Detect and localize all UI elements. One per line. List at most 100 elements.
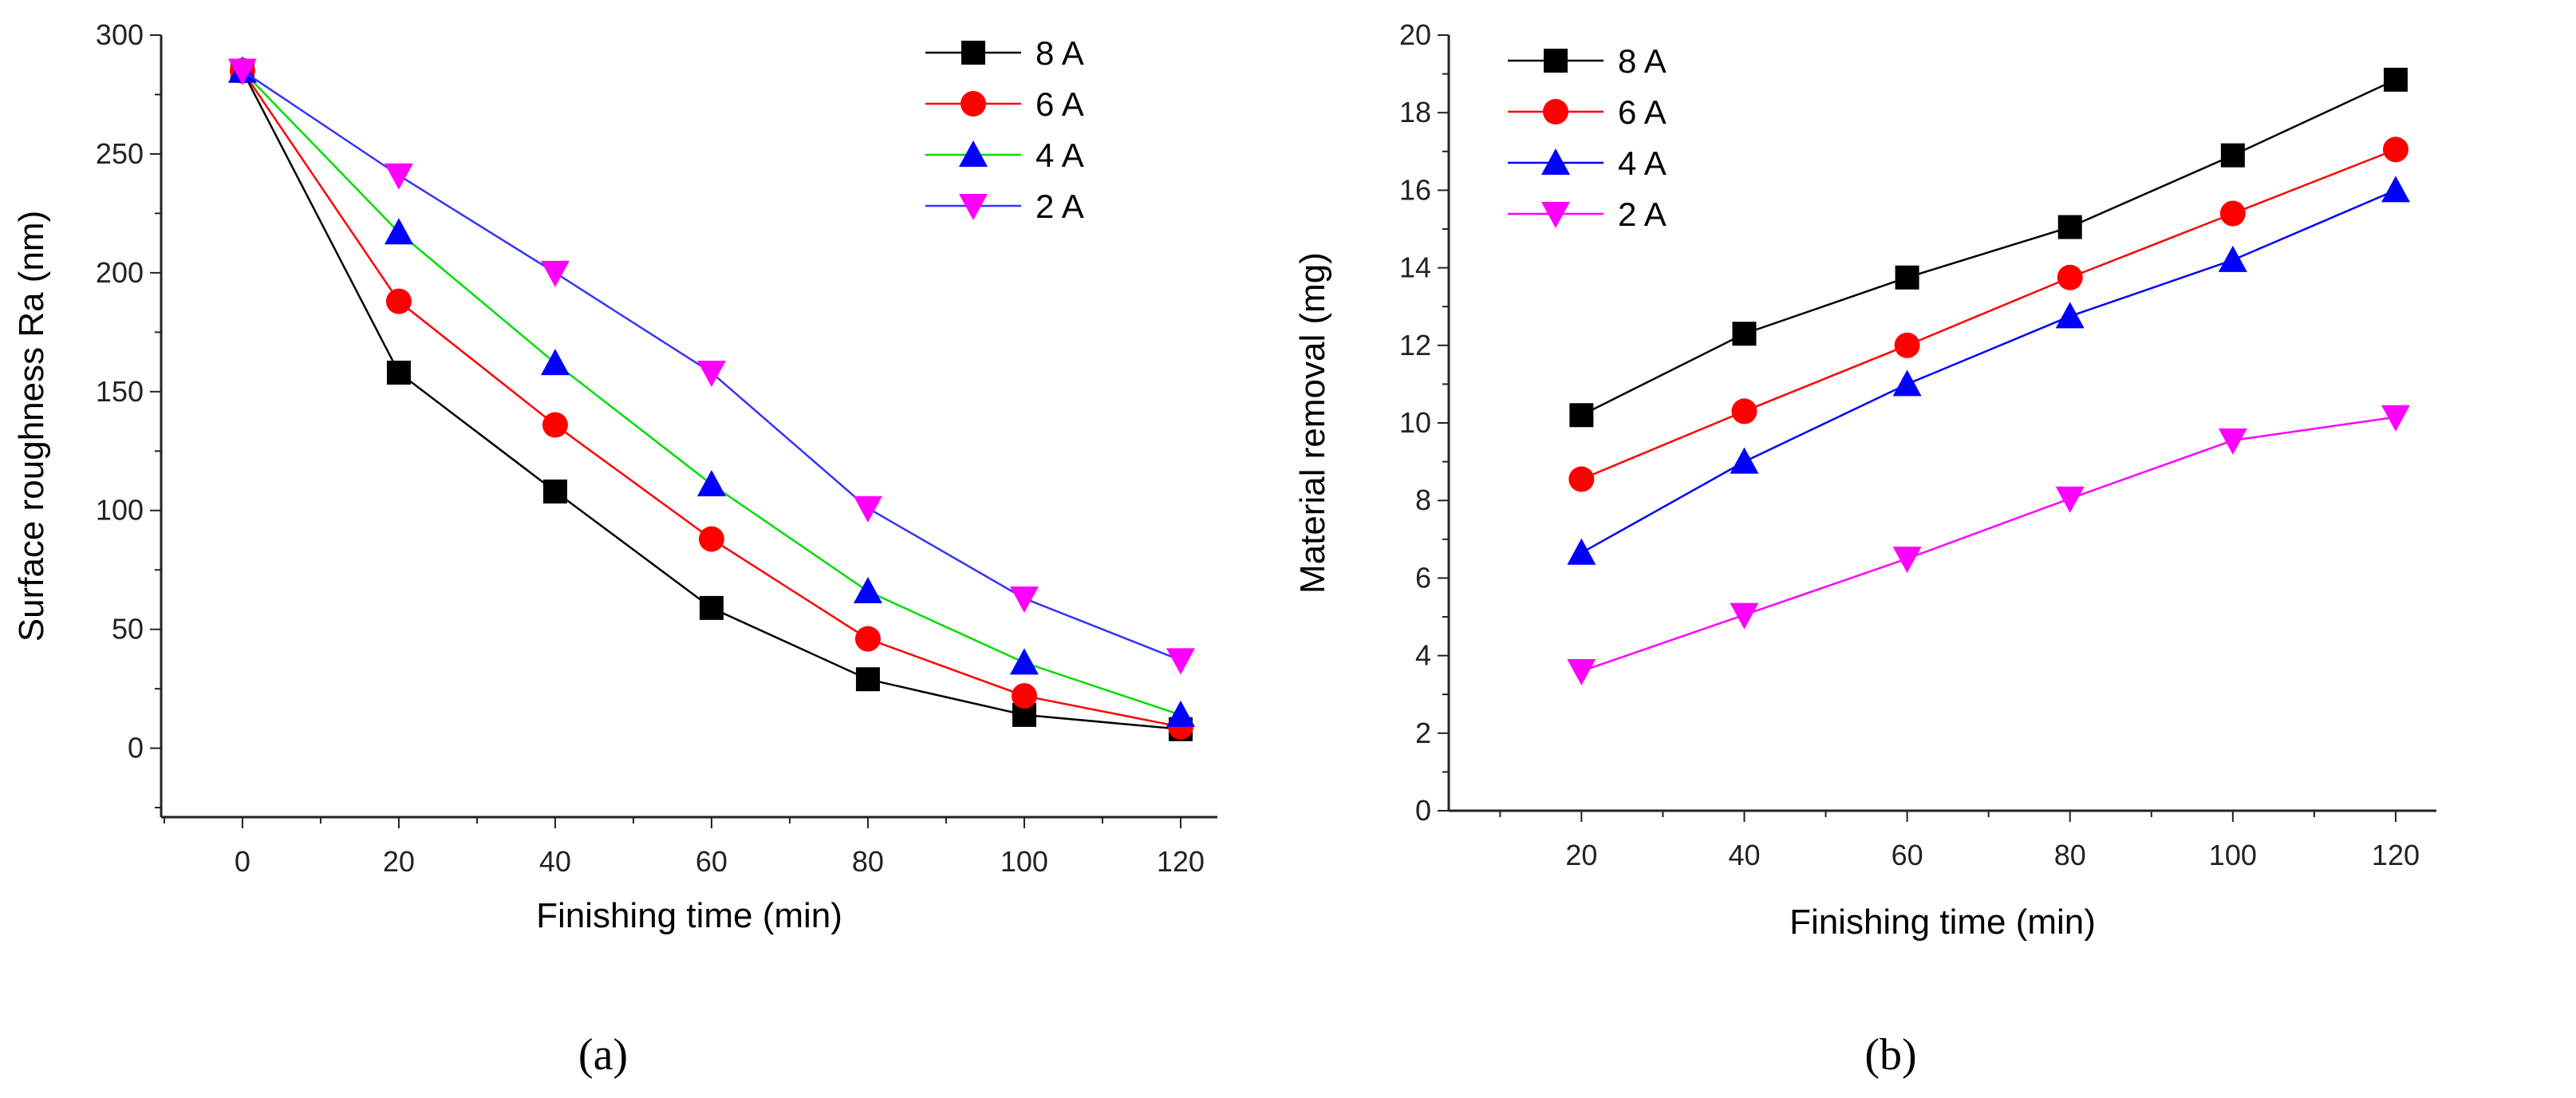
y-tick-label: 16 [1399,173,1431,206]
data-point [2218,245,2247,272]
y-tick-label: 12 [1399,329,1431,361]
data-point [1894,332,1920,358]
data-point [696,360,726,387]
data-point [2055,302,2085,329]
x-tick-label: 20 [1565,839,1597,871]
x-tick-label: 40 [1728,839,1760,871]
legend-marker [1544,49,1568,73]
y-tick-label: 0 [1415,794,1431,827]
series-line [1580,78,2397,417]
panel-caption: (a) [578,1030,628,1080]
data-point [853,496,882,523]
data-point [1731,398,1757,425]
legend-marker [961,91,986,117]
data-point [2220,143,2245,168]
legend-marker [1541,148,1570,175]
legend-entry: 8 A [925,34,1084,72]
legend-label: 2 A [1618,196,1667,233]
series-4a [1567,176,2410,565]
data-point [542,479,567,504]
x-tick-label: 100 [1000,845,1048,878]
x-tick-label: 40 [539,845,571,878]
legend-label: 6 A [1036,85,1084,123]
chart-panel-b: 20 40 60 80 100 120 0 2 4 6 8 10 12 14 16 18 20 Finishing… [1293,18,2436,1080]
data-point [1732,322,1757,346]
x-tick-label: 60 [1892,839,1923,871]
data-point [386,360,411,385]
data-point [542,412,568,438]
legend-label: 8 A [1036,34,1084,72]
y-tick-label: 200 [96,256,144,289]
legend-label: 6 A [1618,93,1667,131]
data-point [1567,538,1596,565]
data-point [1009,586,1039,613]
data-point [855,667,880,692]
y-tick-label: 18 [1399,96,1431,128]
y-tick-label: 20 [1399,18,1431,51]
y-axis-label: Material removal (mg) [1293,252,1332,594]
x-tick-label: 80 [2054,839,2086,871]
y-tick-label: 14 [1399,251,1431,284]
data-point [1166,648,1195,675]
data-point [540,349,570,376]
y-tick-label: 10 [1399,406,1431,439]
data-point [2055,486,2085,513]
data-point [1567,659,1596,686]
data-point [2381,405,2410,432]
data-point [2383,67,2408,92]
data-point [2219,200,2246,227]
legend-marker [959,194,988,220]
legend-entry: 6 A [1508,93,1667,131]
data-point [1892,369,1922,397]
y-tick-label: 100 [96,494,144,527]
series-2a [1567,405,2410,686]
data-point [696,469,726,496]
data-point [384,218,413,245]
x-tick-label: 120 [2372,839,2420,871]
legend-label: 8 A [1618,42,1667,80]
legend-entry: 8 A [1508,42,1667,80]
legend-entry: 2 A [925,188,1084,225]
chart-panel-a: 0 20 40 60 80 100 120 0 50 100 150 200 250 300 Finishi… [12,18,1217,1080]
y-tick-label: 0 [128,732,144,764]
legend-entry: 4 A [1508,144,1667,182]
series-line [1580,416,2397,673]
data-point [1166,700,1195,727]
legend-entry: 2 A [1508,196,1667,233]
y-tick-label: 2 [1415,717,1431,749]
legend-label: 4 A [1036,136,1084,174]
x-tick-label: 0 [235,845,250,878]
data-point [2218,428,2247,455]
data-point [227,58,257,85]
data-point [698,526,724,552]
y-tick-label: 300 [96,18,144,51]
x-axis-label: Finishing time (min) [1789,902,2096,942]
data-point [1568,466,1595,492]
y-tick-label: 8 [1415,484,1431,516]
series-2a [227,58,1195,675]
panel-caption: (b) [1864,1030,1916,1080]
x-tick-label: 20 [383,845,415,878]
series-8a [1569,67,2408,428]
legend-marker [1543,99,1568,124]
series-4a [227,56,1195,727]
data-point [853,577,882,604]
legend-label: 4 A [1618,144,1667,182]
y-tick-label: 250 [96,137,144,170]
data-point [1730,602,1759,630]
data-point [854,626,881,652]
x-tick-label: 100 [2209,839,2257,871]
x-tick-label: 80 [852,845,884,878]
data-point [1730,447,1759,474]
data-point [1009,648,1039,675]
data-point [699,595,724,620]
data-point [1569,403,1594,428]
legend-entry: 4 A [925,136,1084,174]
legend-marker [1541,202,1570,228]
data-point [2057,264,2083,290]
data-point [1892,547,1922,574]
series-line [1580,189,2397,554]
legend-entry: 6 A [925,85,1084,123]
data-point [2057,215,2082,239]
